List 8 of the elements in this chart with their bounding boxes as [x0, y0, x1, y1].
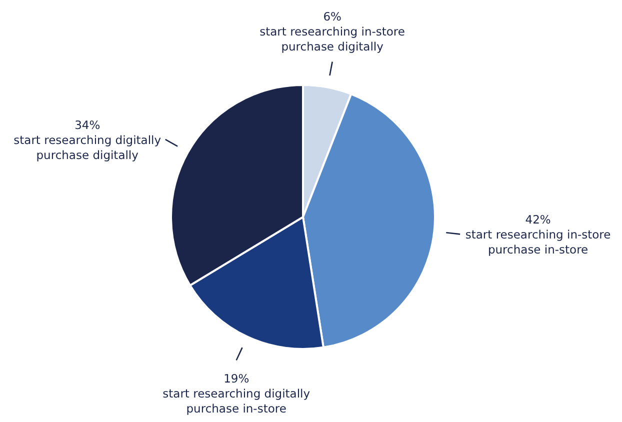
slice-label: start researching digitally purchase digitally [14, 132, 162, 162]
data-label: 19% [224, 371, 250, 386]
slice-label: start researching in-store purchase digitally [260, 24, 405, 54]
data-label: 42% [525, 212, 551, 227]
data-label: 34% [74, 118, 100, 132]
data-label: 6% [323, 10, 342, 24]
slice-label: start researching digitally purchase in-store [162, 386, 310, 416]
slice-label: start researching in-store purchase in-store [465, 228, 611, 257]
